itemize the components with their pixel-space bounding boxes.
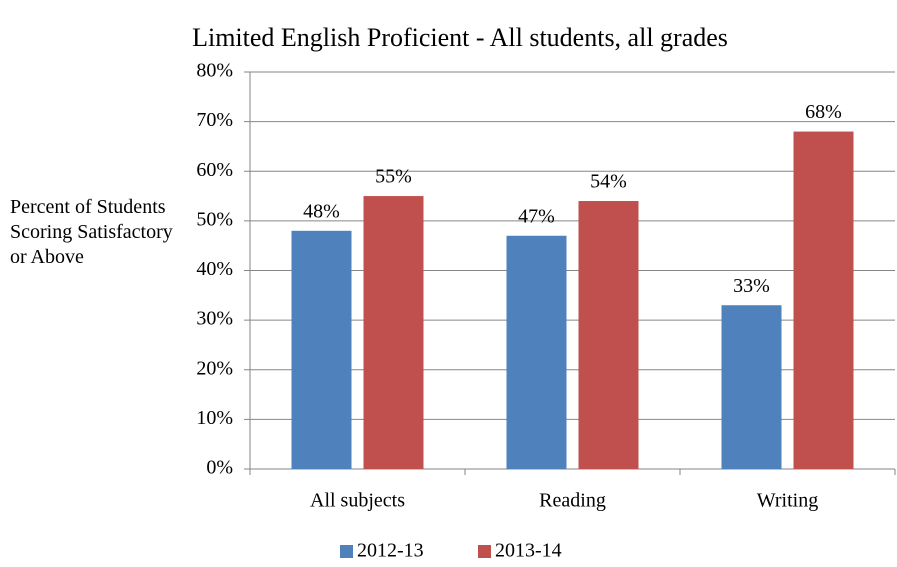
data-label: 54% <box>590 171 627 193</box>
chart-title: Limited English Proficient - All student… <box>192 23 728 52</box>
data-label: 33% <box>733 275 770 297</box>
legend-label: 2012-13 <box>357 540 424 562</box>
legend-label: 2013-14 <box>495 540 562 562</box>
data-label: 55% <box>375 166 412 188</box>
legend-swatch <box>340 545 353 558</box>
x-tick-label: Reading <box>539 490 606 512</box>
data-label: 48% <box>303 200 340 222</box>
bar <box>578 201 639 469</box>
bar <box>721 305 782 469</box>
bar <box>363 196 424 469</box>
y-axis-label: Percent of Students Scoring Satisfactory… <box>10 196 173 268</box>
y-tick-label: 60% <box>196 159 233 181</box>
bar <box>793 131 854 470</box>
data-label: 47% <box>518 205 555 227</box>
x-tick-label: Writing <box>757 490 818 512</box>
y-tick-label: 80% <box>196 60 233 82</box>
y-tick-label: 50% <box>196 208 233 230</box>
y-tick-label: 40% <box>196 258 233 280</box>
bar <box>506 235 567 469</box>
data-label: 68% <box>805 101 842 123</box>
y-tick-label: 10% <box>196 407 233 429</box>
legend-swatch <box>478 545 491 558</box>
bar <box>291 230 352 469</box>
y-tick-label: 70% <box>196 109 233 131</box>
x-tick-label: All subjects <box>310 490 405 512</box>
y-tick-label: 0% <box>206 457 233 479</box>
y-tick-label: 20% <box>196 357 233 379</box>
y-tick-label: 30% <box>196 308 233 330</box>
